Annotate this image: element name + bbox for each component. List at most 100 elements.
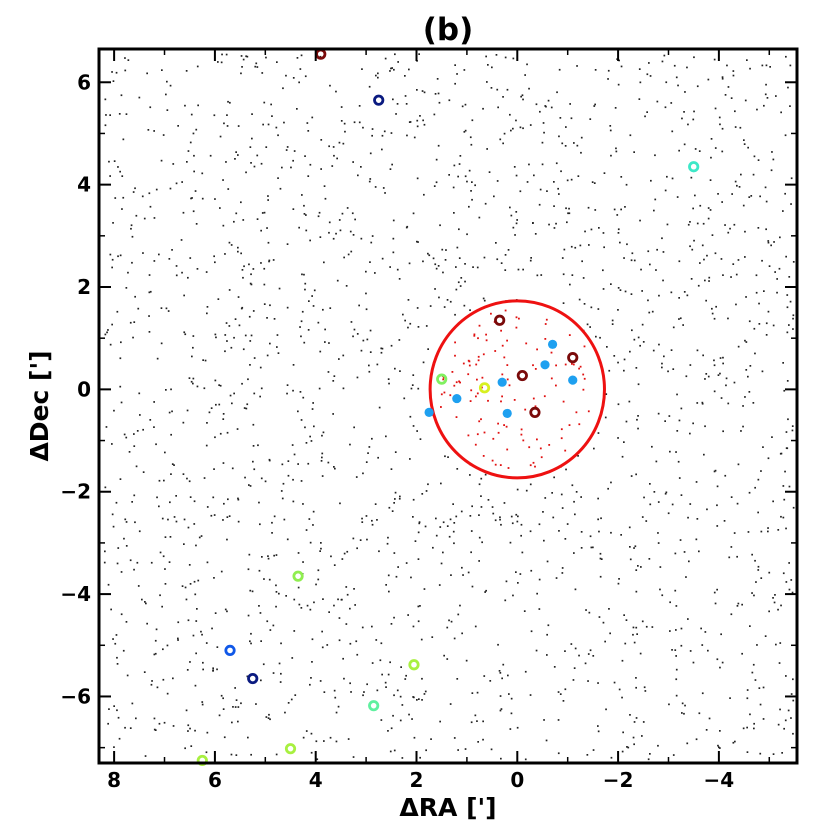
field-star-dot: [194, 593, 197, 596]
field-star-dot: [757, 159, 760, 161]
field-star-dot: [114, 197, 117, 199]
field-star-dot: [258, 605, 260, 607]
field-star-dot: [222, 179, 224, 181]
field-star-dot: [670, 349, 673, 351]
field-star-dot: [201, 633, 203, 636]
field-star-dot: [412, 625, 415, 628]
field-star-dot: [695, 481, 698, 483]
field-star-dot: [425, 749, 427, 752]
field-star-dot: [663, 54, 666, 57]
field-star-dot: [512, 226, 515, 229]
field-star-dot: [640, 566, 642, 568]
field-star-dot: [616, 214, 619, 216]
cluster-member-dot: [503, 424, 505, 426]
field-star-dot: [360, 237, 363, 240]
field-star-dot: [320, 168, 322, 170]
field-star-dot: [520, 95, 522, 98]
field-star-dot: [597, 518, 599, 521]
field-star-dot: [710, 138, 713, 140]
field-star-dot: [380, 351, 383, 354]
field-star-dot: [471, 198, 473, 201]
field-star-dot: [767, 241, 770, 244]
field-star-dot: [219, 432, 222, 435]
field-star-dot: [604, 416, 607, 419]
field-star-dot: [234, 158, 236, 160]
field-star-dot: [764, 186, 767, 189]
field-star-dot: [561, 257, 564, 259]
field-star-dot: [416, 307, 419, 309]
field-star-dot: [452, 530, 455, 533]
field-star-dot: [467, 571, 470, 574]
field-star-dot: [299, 326, 301, 328]
field-star-dot: [696, 518, 699, 520]
field-star-dot: [439, 526, 442, 528]
field-star-dot: [282, 482, 285, 485]
field-star-dot: [522, 268, 524, 271]
field-star-dot: [604, 640, 606, 643]
field-star-dot: [316, 758, 319, 761]
field-star-dot: [457, 613, 460, 616]
field-star-dot: [635, 367, 638, 369]
field-star-dot: [260, 162, 263, 165]
field-star-dot: [553, 476, 555, 479]
field-star-dot: [528, 87, 530, 90]
field-star-dot: [717, 744, 719, 747]
field-star-dot: [757, 478, 760, 481]
field-star-dot: [153, 217, 156, 219]
field-star-dot: [753, 594, 755, 597]
field-star-dot: [453, 637, 456, 640]
field-star-dot: [247, 378, 249, 381]
field-star-dot: [142, 428, 144, 431]
field-star-dot: [115, 634, 118, 636]
field-star-dot: [248, 553, 251, 556]
field-star-dot: [231, 402, 233, 405]
field-star-dot: [237, 520, 240, 523]
field-star-dot: [448, 174, 450, 176]
field-star-dot: [311, 661, 313, 663]
field-star-dot: [187, 730, 189, 732]
field-star-dot: [639, 344, 641, 347]
field-star-dot: [237, 125, 240, 127]
field-star-dot: [548, 223, 550, 226]
field-star-dot: [262, 663, 265, 666]
field-star-dot: [719, 357, 722, 359]
field-star-dot: [529, 694, 532, 696]
field-star-dot: [341, 212, 344, 215]
field-star-dot: [266, 317, 268, 319]
field-star-dot: [268, 259, 271, 262]
field-star-dot: [277, 134, 279, 137]
field-star-dot: [240, 201, 242, 204]
field-star-dot: [490, 87, 493, 89]
field-star-dot: [779, 708, 781, 711]
field-star-dot: [148, 274, 151, 276]
field-star-dot: [106, 331, 108, 334]
field-star-dot: [692, 661, 695, 664]
x-axis-label: ΔRA [']: [399, 793, 496, 822]
field-star-dot: [260, 229, 262, 232]
field-star-dot: [133, 568, 135, 571]
field-star-dot: [452, 186, 455, 189]
field-star-dot: [368, 85, 371, 88]
filled-star-marker: [502, 408, 512, 419]
field-star-dot: [230, 244, 233, 246]
field-star-dot: [566, 179, 569, 182]
field-star-dot: [346, 207, 349, 209]
field-star-dot: [760, 470, 762, 472]
field-star-dot: [387, 574, 390, 577]
field-star-dot: [387, 730, 389, 732]
cluster-member-dot: [571, 363, 573, 365]
field-star-dot: [197, 579, 200, 582]
field-star-dot: [630, 259, 633, 262]
field-star-dot: [651, 445, 653, 448]
field-star-dot: [499, 672, 502, 674]
field-star-dot: [689, 245, 691, 248]
field-star-dot: [341, 598, 343, 601]
field-star-dot: [418, 521, 421, 523]
field-star-dot: [381, 347, 384, 350]
field-star-dot: [115, 71, 118, 74]
field-star-dot: [713, 58, 716, 61]
field-star-dot: [788, 485, 791, 488]
field-star-dot: [657, 412, 660, 415]
field-star-dot: [721, 150, 724, 153]
field-star-dot: [302, 561, 304, 563]
